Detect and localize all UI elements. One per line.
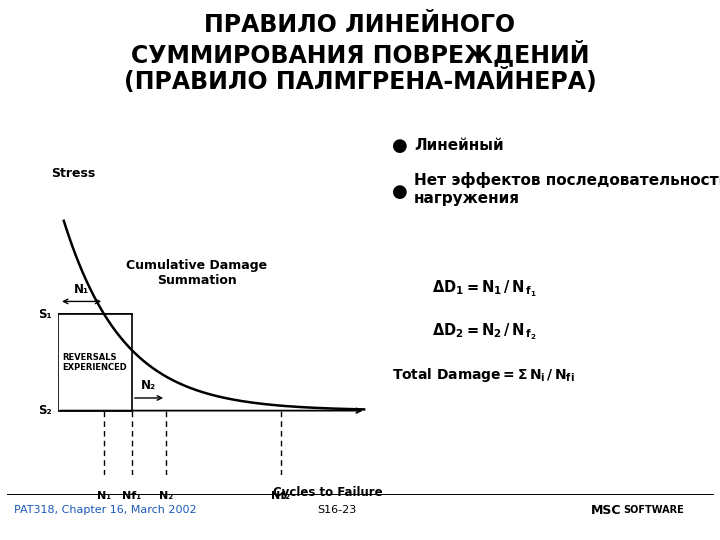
Text: REVERSALS
EXPERIENCED: REVERSALS EXPERIENCED: [62, 353, 127, 372]
Text: N₁: N₁: [74, 283, 89, 296]
Text: S₂: S₂: [37, 404, 51, 417]
Text: SOFTWARE: SOFTWARE: [623, 505, 683, 515]
Text: Линейный: Линейный: [414, 138, 503, 153]
Text: S₁: S₁: [37, 308, 51, 321]
Text: Nf₂: Nf₂: [271, 491, 290, 501]
Text: PAT318, Chapter 16, March 2002: PAT318, Chapter 16, March 2002: [14, 505, 197, 515]
Bar: [58, 314, 132, 410]
Text: MSC: MSC: [590, 504, 621, 517]
Text: S16-23: S16-23: [317, 505, 356, 515]
Text: СУММИРОВАНИЯ ПОВРЕЖДЕНИЙ: СУММИРОВАНИЯ ПОВРЕЖДЕНИЙ: [131, 40, 589, 68]
Text: N₂: N₂: [141, 380, 156, 393]
Text: ПРАВИЛО ЛИНЕЙНОГО: ПРАВИЛО ЛИНЕЙНОГО: [204, 14, 516, 37]
Text: N₁: N₁: [97, 491, 111, 501]
Text: ●: ●: [392, 137, 408, 155]
Text: Stress: Stress: [51, 167, 96, 180]
Text: Cycles to Failure: Cycles to Failure: [273, 487, 383, 500]
Text: (ПРАВИЛО ПАЛМГРЕНА-МАЙНЕРА): (ПРАВИЛО ПАЛМГРЕНА-МАЙНЕРА): [124, 68, 596, 93]
Text: N₂: N₂: [159, 491, 173, 501]
Text: $\mathbf{\Delta D_2 = N_2\,/\,N\,_{f_2}}$: $\mathbf{\Delta D_2 = N_2\,/\,N\,_{f_2}}…: [432, 322, 537, 342]
Text: Нет эффектов последовательности
нагружения: Нет эффектов последовательности нагружен…: [414, 172, 720, 206]
Text: $\mathbf{Total\ Damage = \Sigma\,N_i\,/\,N_{fi}}$: $\mathbf{Total\ Damage = \Sigma\,N_i\,/\…: [392, 366, 575, 384]
Text: $\mathbf{\Delta D_1 = N_1\,/\,N\,_{f_1}}$: $\mathbf{\Delta D_1 = N_1\,/\,N\,_{f_1}}…: [432, 279, 537, 299]
Text: Cumulative Damage
Summation: Cumulative Damage Summation: [126, 259, 268, 287]
Text: Nf₁: Nf₁: [122, 491, 141, 501]
Text: ●: ●: [392, 183, 408, 201]
